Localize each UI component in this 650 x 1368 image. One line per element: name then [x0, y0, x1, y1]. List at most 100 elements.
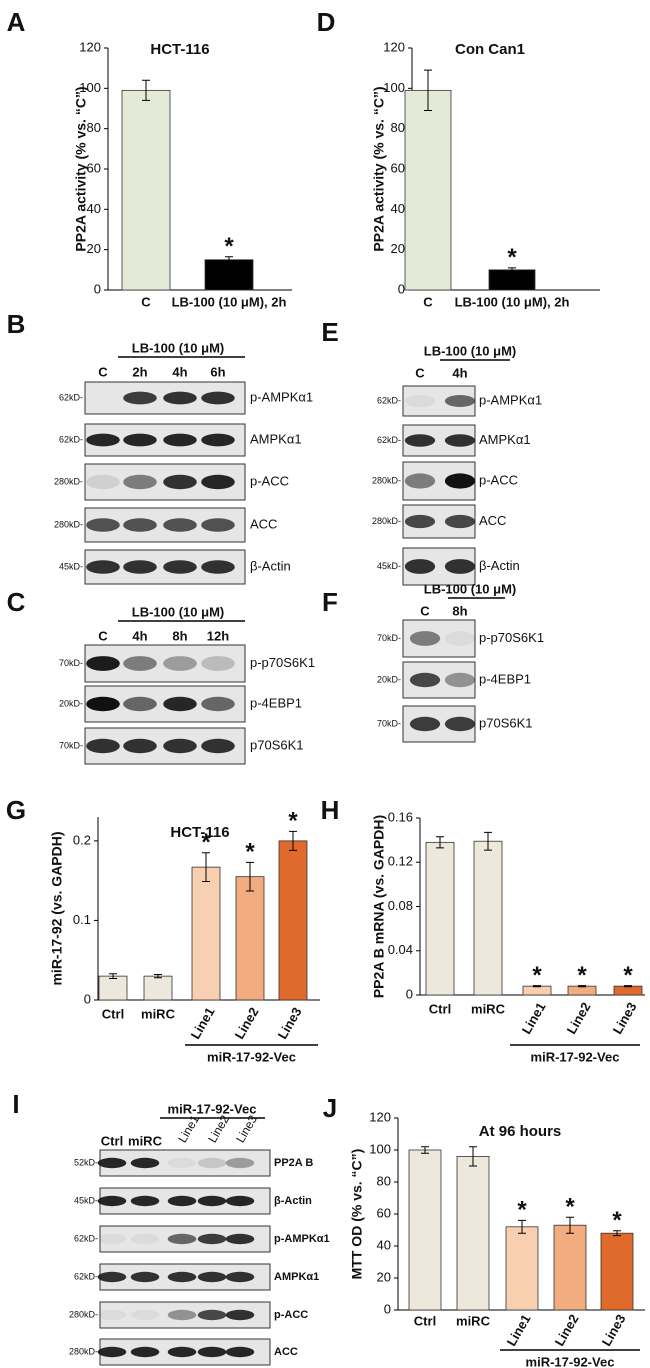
band — [163, 656, 197, 671]
band — [86, 738, 120, 754]
mw-label: 280kD- — [69, 1309, 98, 1319]
band — [201, 518, 235, 532]
protein-label: ACC — [274, 1346, 298, 1358]
mw-label: 62kD- — [74, 1271, 98, 1281]
band — [404, 514, 436, 529]
band — [130, 1346, 160, 1358]
band — [86, 696, 120, 712]
y-tick-label: 80 — [87, 120, 101, 135]
bar — [505, 1226, 539, 1311]
treatment-label: LB-100 (10 μM) — [424, 343, 516, 358]
y-axis-label: miR-17-92 (vs. GAPDH) — [49, 831, 65, 985]
y-tick-label: 0 — [406, 986, 413, 1001]
y-tick-label: 60 — [87, 160, 101, 175]
band — [404, 434, 436, 447]
error-bar — [508, 267, 516, 273]
band — [86, 656, 120, 671]
band — [201, 391, 235, 405]
mw-label: 52kD- — [74, 1157, 98, 1167]
error-bar — [142, 79, 150, 101]
band — [404, 559, 436, 574]
y-tick-label: 40 — [87, 201, 101, 216]
band — [86, 518, 120, 532]
x-tick-label: C — [141, 294, 151, 309]
band — [97, 1346, 127, 1358]
panel-letter: H — [321, 795, 340, 825]
significance-marker: * — [577, 962, 587, 989]
treatment-label: LB-100 (10 μM) — [132, 604, 224, 619]
mw-label: 45kD- — [377, 561, 401, 571]
panel-letter: D — [317, 7, 336, 37]
error-bar — [289, 830, 297, 851]
protein-label: p-AMPKα1 — [274, 1233, 330, 1245]
lane-label: 8h — [172, 628, 187, 643]
band — [163, 391, 197, 405]
x-tick-label: Ctrl — [102, 1006, 124, 1021]
protein-label: p-ACC — [274, 1309, 308, 1321]
x-tick-label: Ctrl — [429, 1001, 451, 1016]
lane-label: C — [98, 364, 108, 379]
bar — [191, 866, 221, 1001]
significance-marker: * — [201, 829, 211, 856]
mw-label: 62kD- — [59, 392, 83, 402]
x-tick-label: C — [423, 294, 433, 309]
y-tick-label: 80 — [377, 1173, 391, 1188]
protein-label: p-p70S6K1 — [250, 655, 315, 670]
mw-label: 20kD- — [377, 674, 401, 684]
protein-label: β-Actin — [250, 558, 291, 573]
lane-label: C — [420, 603, 430, 618]
y-tick-label: 80 — [391, 120, 405, 135]
x-tick-label: Line2 — [232, 1005, 262, 1042]
significance-marker: * — [288, 808, 298, 835]
panel-letter: E — [321, 317, 338, 347]
chart-title: HCT-116 — [150, 41, 209, 58]
chart-title: Con Can1 — [455, 41, 525, 58]
significance-marker: * — [612, 1207, 622, 1234]
y-tick-label: 0.1 — [73, 912, 91, 927]
band — [201, 474, 235, 490]
lane-label: 4h — [452, 365, 467, 380]
mw-label: 62kD- — [74, 1233, 98, 1243]
x-tick-label: miRC — [456, 1313, 491, 1328]
band — [201, 433, 235, 447]
band — [163, 696, 197, 712]
band — [86, 560, 120, 574]
significance-marker: * — [565, 1194, 575, 1221]
y-tick-label: 0.12 — [388, 854, 413, 869]
error-bar — [566, 1216, 574, 1234]
band — [97, 1309, 127, 1321]
error-bar — [578, 985, 586, 988]
error-bar — [246, 861, 254, 892]
y-tick-label: 0 — [384, 1301, 391, 1316]
y-tick-label: 0.04 — [388, 942, 413, 957]
bar — [121, 89, 171, 291]
x-tick-label: miRC — [141, 1006, 176, 1021]
mw-label: 280kD- — [69, 1346, 98, 1356]
band — [225, 1271, 255, 1283]
band — [163, 738, 197, 754]
y-tick-label: 60 — [377, 1205, 391, 1220]
bar — [143, 975, 173, 1001]
mw-label: 62kD- — [377, 435, 401, 445]
treatment-label: LB-100 (10 μM) — [424, 581, 516, 596]
significance-marker: * — [245, 839, 255, 866]
band — [123, 656, 157, 671]
y-tick-label: 120 — [79, 39, 101, 54]
band — [130, 1157, 160, 1169]
band — [167, 1233, 197, 1245]
protein-label: p-p70S6K1 — [479, 630, 544, 645]
band — [409, 672, 441, 688]
x-tick-label: miRC — [471, 1001, 506, 1016]
lane-label: 2h — [132, 364, 147, 379]
band — [201, 696, 235, 712]
mw-label: 62kD- — [59, 434, 83, 444]
x-tick-label: Ctrl — [414, 1313, 436, 1328]
group-label: miR-17-92-Vec — [207, 1049, 296, 1064]
bar — [404, 89, 452, 291]
significance-marker: * — [623, 962, 633, 989]
band — [163, 474, 197, 490]
protein-label: p-AMPKα1 — [250, 389, 313, 404]
error-bar — [533, 985, 541, 988]
y-tick-label: 120 — [369, 1109, 391, 1124]
y-axis-label: PP2A activity (% vs. “C”) — [73, 86, 89, 251]
